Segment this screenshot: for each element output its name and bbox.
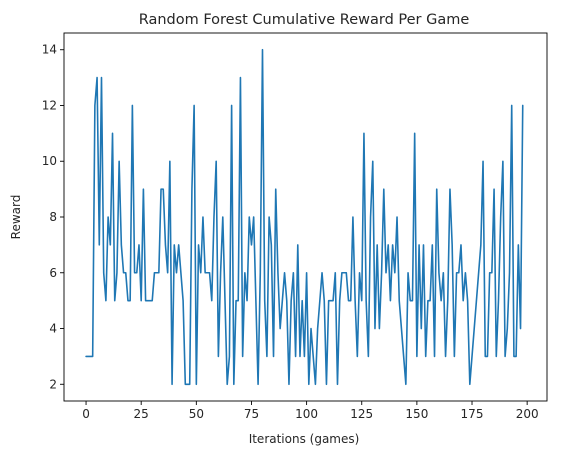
y-tick-label: 8 xyxy=(49,210,57,224)
x-tick-label: 100 xyxy=(295,407,318,421)
y-tick-label: 10 xyxy=(42,154,57,168)
chart-title: Random Forest Cumulative Reward Per Game xyxy=(139,12,470,28)
y-tick-label: 4 xyxy=(49,322,57,336)
y-axis-label: Reward xyxy=(9,195,23,240)
x-axis-label: Iterations (games) xyxy=(249,432,360,446)
x-tick-label: 175 xyxy=(461,407,484,421)
x-tick-label: 0 xyxy=(82,407,90,421)
x-tick-label: 150 xyxy=(405,407,428,421)
x-tick-label: 125 xyxy=(350,407,373,421)
series-line xyxy=(85,48,524,386)
plot-area: 0 25 50 75 100 125 150 175 200 2 4 6 8 10 12 14 xyxy=(42,32,548,421)
y-tick-label: 14 xyxy=(42,43,57,57)
y-tick-label: 2 xyxy=(49,377,57,391)
x-tick-label: 75 xyxy=(244,407,259,421)
x-tick-label: 50 xyxy=(189,407,204,421)
y-tick-label: 6 xyxy=(49,266,57,280)
y-tick-label: 12 xyxy=(42,98,57,112)
x-tick-label: 200 xyxy=(516,407,539,421)
x-tick-label: 25 xyxy=(134,407,149,421)
